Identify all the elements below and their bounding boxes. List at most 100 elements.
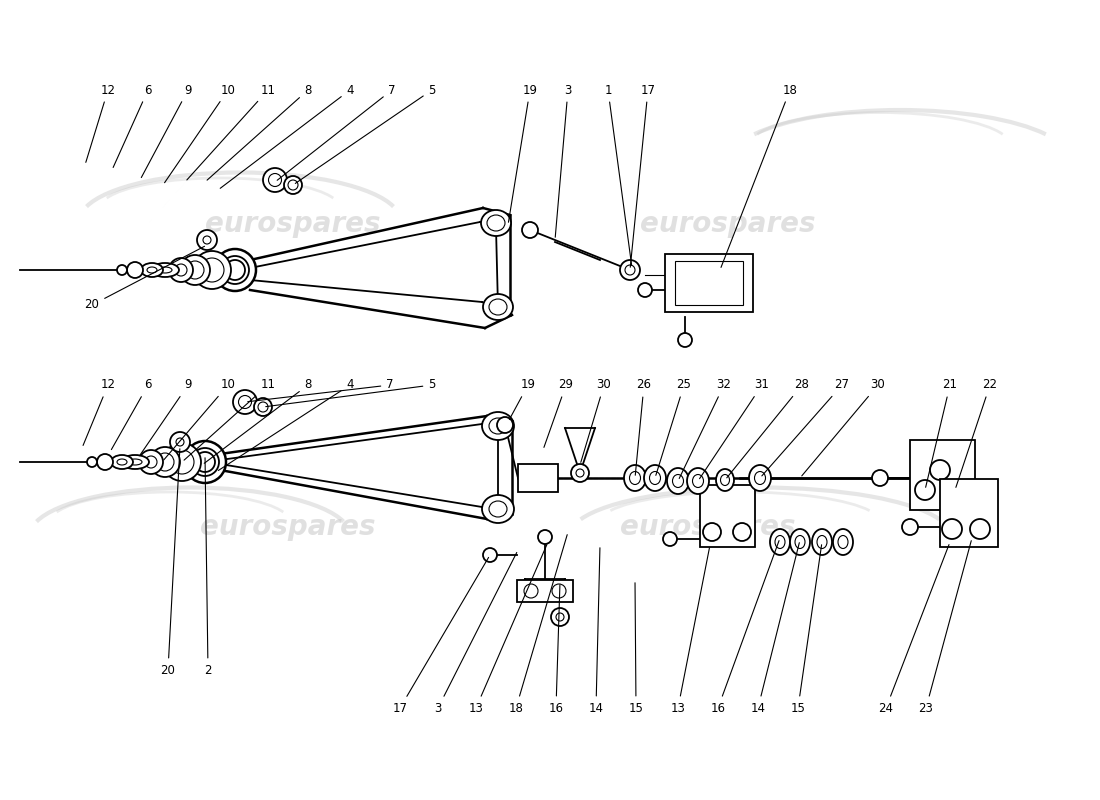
Text: 10: 10 [165,83,235,182]
Ellipse shape [644,465,666,491]
Ellipse shape [770,529,790,555]
Ellipse shape [221,256,249,284]
Ellipse shape [284,176,302,194]
Circle shape [970,519,990,539]
Bar [910,440,975,510]
Ellipse shape [214,249,256,291]
Ellipse shape [121,455,148,469]
Text: 12: 12 [86,83,116,162]
Bar [518,464,558,492]
Ellipse shape [263,168,287,192]
Ellipse shape [790,529,810,555]
Circle shape [117,265,126,275]
Ellipse shape [490,299,507,315]
Text: 11: 11 [187,83,275,180]
Ellipse shape [128,459,142,465]
Text: eurospares: eurospares [200,513,375,541]
Ellipse shape [139,450,163,474]
Text: 30: 30 [802,378,886,476]
Ellipse shape [776,535,785,549]
Text: 3: 3 [556,83,572,238]
Text: 21: 21 [925,378,957,487]
Circle shape [87,457,97,467]
Text: 29: 29 [543,378,573,447]
Ellipse shape [838,535,848,549]
Text: 26: 26 [636,378,651,475]
Ellipse shape [716,469,734,491]
Ellipse shape [239,395,252,409]
Ellipse shape [141,263,163,277]
Text: eurospares: eurospares [620,513,795,541]
Text: 3: 3 [434,553,517,714]
Text: 31: 31 [700,378,769,478]
Ellipse shape [482,412,514,440]
Text: 18: 18 [508,534,568,714]
Circle shape [902,519,918,535]
Text: 15: 15 [791,545,822,714]
Text: 8: 8 [207,83,311,180]
Circle shape [576,469,584,477]
Text: 14: 14 [750,542,800,714]
Bar [675,261,742,305]
Ellipse shape [233,390,257,414]
Text: 4: 4 [218,378,354,470]
Text: 22: 22 [956,378,998,487]
Circle shape [556,613,564,621]
Text: 27: 27 [762,378,849,476]
Circle shape [497,417,513,433]
Text: 25: 25 [656,378,692,475]
Ellipse shape [624,465,646,491]
Ellipse shape [184,441,226,483]
Ellipse shape [795,535,805,549]
Text: 6: 6 [111,378,152,450]
Ellipse shape [170,450,194,474]
Ellipse shape [117,459,126,465]
Text: 1: 1 [604,83,631,266]
Ellipse shape [254,398,272,416]
Circle shape [703,523,720,541]
Ellipse shape [180,255,210,285]
Text: 13: 13 [469,545,547,714]
Circle shape [620,260,640,280]
Circle shape [638,283,652,297]
Text: 19: 19 [508,83,538,222]
Ellipse shape [720,474,729,486]
Ellipse shape [163,443,201,481]
Circle shape [872,470,888,486]
Text: 9: 9 [140,378,191,456]
Ellipse shape [629,471,640,485]
Text: 28: 28 [727,378,810,478]
Circle shape [625,265,635,275]
Text: 13: 13 [671,548,710,714]
Ellipse shape [147,267,157,273]
Circle shape [126,262,143,278]
Ellipse shape [693,474,704,487]
Ellipse shape [186,261,204,279]
Text: 8: 8 [205,378,311,463]
Ellipse shape [487,215,505,231]
Text: 19: 19 [509,378,536,419]
Text: 10: 10 [164,378,235,460]
Ellipse shape [191,448,219,476]
Circle shape [733,523,751,541]
Text: 20: 20 [85,246,205,311]
Text: 7: 7 [248,378,394,402]
Ellipse shape [481,210,512,236]
Text: 30: 30 [581,378,612,462]
Ellipse shape [158,267,172,273]
Text: 32: 32 [679,378,732,478]
Bar [517,580,573,602]
Circle shape [663,532,676,546]
Text: 4: 4 [220,83,354,188]
Ellipse shape [200,258,224,282]
Ellipse shape [667,468,689,494]
Ellipse shape [111,455,133,469]
Ellipse shape [169,258,192,282]
Circle shape [571,464,588,482]
Ellipse shape [268,174,282,186]
Text: 2: 2 [205,458,211,677]
Ellipse shape [755,471,766,485]
Text: 9: 9 [141,83,191,178]
Circle shape [915,480,935,500]
Text: eurospares: eurospares [640,210,815,238]
